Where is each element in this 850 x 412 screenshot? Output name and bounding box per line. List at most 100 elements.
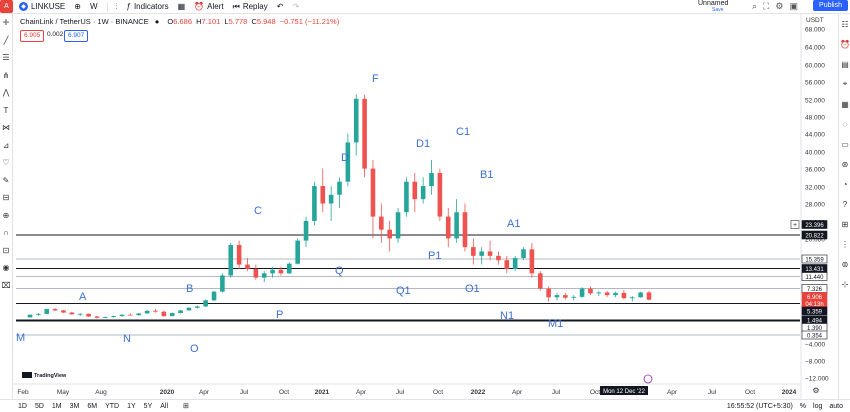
pattern-label[interactable]: M	[16, 332, 25, 344]
log-toggle[interactable]: log	[813, 402, 823, 410]
level-label: 11.440	[806, 275, 825, 281]
add-alert-icon[interactable]	[790, 220, 800, 229]
candle-body	[588, 288, 593, 294]
eye-icon[interactable]: ◉	[2, 263, 10, 273]
candle-body	[604, 292, 610, 296]
layout-name-button[interactable]: Unnamed Save	[698, 0, 728, 14]
candle-body	[353, 98, 359, 143]
streams-icon[interactable]: ⊛	[841, 159, 849, 169]
currency-label[interactable]: USDT	[806, 17, 824, 24]
fullscreen-icon[interactable]: ⛶	[763, 1, 770, 11]
buy-price-box[interactable]: 6.907	[64, 30, 89, 42]
trend-line-icon[interactable]: ╱	[3, 35, 9, 45]
pattern-label[interactable]: D	[341, 152, 349, 164]
chart-type-icon[interactable]: ⫶	[115, 1, 118, 11]
heart-icon[interactable]: ♡	[2, 158, 10, 168]
pattern-label[interactable]: P1	[428, 250, 441, 262]
alert-button[interactable]: ⏰ Alert	[194, 2, 223, 11]
time-tick: Apr	[512, 389, 523, 396]
pattern-label[interactable]: M1	[548, 318, 563, 330]
add-symbol-icon[interactable]: ⊕	[74, 2, 81, 11]
level-label: 7.326	[807, 287, 823, 293]
pattern-label[interactable]: Q1	[396, 285, 411, 297]
chat-icon[interactable]: ▭	[841, 139, 849, 149]
range-button-all[interactable]: All	[160, 402, 169, 410]
pattern-label[interactable]: F	[372, 73, 379, 85]
search-icon[interactable]: ⌕	[752, 1, 758, 11]
notifications-icon[interactable]: ◔	[842, 179, 848, 189]
range-button-5d[interactable]: 5D	[34, 402, 44, 410]
zoom-in-icon[interactable]: ⊕	[2, 210, 10, 220]
axis-settings-icon[interactable]: ⚙	[812, 386, 819, 395]
candle-body	[487, 251, 493, 256]
hotlist-icon[interactable]: ⌖	[842, 79, 848, 88]
layouts-icon[interactable]: ▦	[177, 2, 186, 11]
camera-icon[interactable]: ▣	[789, 1, 798, 11]
range-button-ytd[interactable]: YTD	[105, 402, 120, 410]
symbol-search-button[interactable]: ◆ LINKUSE	[19, 2, 65, 11]
candle-body	[111, 316, 116, 317]
pattern-label[interactable]: N	[123, 333, 131, 345]
range-button-1d[interactable]: 1D	[18, 402, 27, 410]
crosshair-icon[interactable]: ✛	[2, 18, 10, 28]
auto-toggle[interactable]: auto	[829, 402, 843, 410]
data-window-icon[interactable]: ▤	[841, 59, 849, 69]
lock-icon[interactable]: ⊡	[2, 245, 10, 255]
time-tick: Apr	[199, 389, 210, 396]
pattern-label[interactable]: A	[79, 291, 87, 303]
low-value: 5.778	[228, 17, 248, 26]
plus-icon[interactable]: +	[793, 222, 797, 229]
redo-icon[interactable]: ↷	[292, 2, 300, 11]
range-button-1y[interactable]: 1Y	[127, 402, 136, 410]
event-icon[interactable]	[643, 374, 653, 384]
range-button-6m[interactable]: 6M	[87, 402, 98, 410]
text-icon[interactable]: T	[3, 105, 9, 115]
trash-icon[interactable]: ⌧	[1, 280, 11, 290]
pattern-label[interactable]: B1	[480, 169, 493, 181]
pattern-label[interactable]: C	[254, 205, 262, 217]
pitchfork-icon[interactable]: ⋔	[2, 70, 10, 80]
pattern-label[interactable]: P	[276, 309, 283, 321]
range-button-1m[interactable]: 1M	[51, 402, 62, 410]
pattern-label[interactable]: O1	[465, 283, 480, 295]
measure-icon[interactable]: ⊟	[2, 193, 10, 203]
pattern-label[interactable]: O	[190, 343, 199, 355]
replay-button[interactable]: ⏮ Replay	[233, 2, 268, 12]
pattern-label[interactable]: A1	[507, 218, 520, 230]
range-button-5y[interactable]: 5Y	[143, 402, 153, 410]
xabcd-icon[interactable]: ⋈	[2, 123, 10, 133]
pattern-label[interactable]: D1	[416, 138, 430, 150]
pattern-icon[interactable]: ⋀	[2, 88, 10, 98]
date-range-icon[interactable]: ⊞	[183, 403, 189, 410]
undo-icon[interactable]: ↶	[276, 2, 284, 11]
pattern-label[interactable]: B	[186, 283, 193, 295]
candle-body	[236, 244, 242, 265]
avatar[interactable]: A	[0, 0, 13, 13]
horizontal-lines-icon[interactable]: ☰	[2, 53, 10, 63]
indicators-button[interactable]: ƒ Indicators	[127, 2, 169, 11]
help-icon[interactable]: ?	[842, 199, 848, 209]
pattern-label[interactable]: Q	[335, 265, 344, 277]
gear-icon[interactable]: ⚙	[775, 1, 784, 11]
pattern-label[interactable]: C1	[456, 126, 470, 138]
magnet-icon[interactable]: ∩	[3, 228, 9, 238]
pattern-label[interactable]: N1	[500, 310, 514, 322]
ruler-icon[interactable]: ⊿	[2, 140, 10, 150]
percent-toggle[interactable]: %	[799, 402, 807, 410]
interval-button[interactable]: W	[89, 2, 98, 11]
calendar-icon[interactable]: ▦	[841, 99, 849, 109]
order-panel-icon[interactable]: ⊞	[841, 219, 849, 229]
pine-editor-icon[interactable]: ⊹	[841, 279, 849, 289]
range-button-3m[interactable]: 3M	[69, 402, 80, 410]
signal-icon[interactable]: ⊚	[841, 259, 849, 269]
sell-price-box[interactable]: 6.905	[20, 30, 45, 42]
symbol-title[interactable]: ChainLink / TetherUS · 1W · BINANCE	[20, 17, 149, 26]
ideas-icon[interactable]: ◌	[842, 119, 848, 129]
tradingview-logo-icon	[22, 372, 32, 378]
alarm-icon[interactable]: ⏰	[840, 39, 850, 49]
brush-icon[interactable]: ✎	[2, 175, 10, 185]
publish-button[interactable]: Publish	[813, 0, 848, 11]
dom-icon[interactable]: ⋮	[841, 239, 849, 249]
watchlist-icon[interactable]: ☷	[841, 19, 849, 29]
